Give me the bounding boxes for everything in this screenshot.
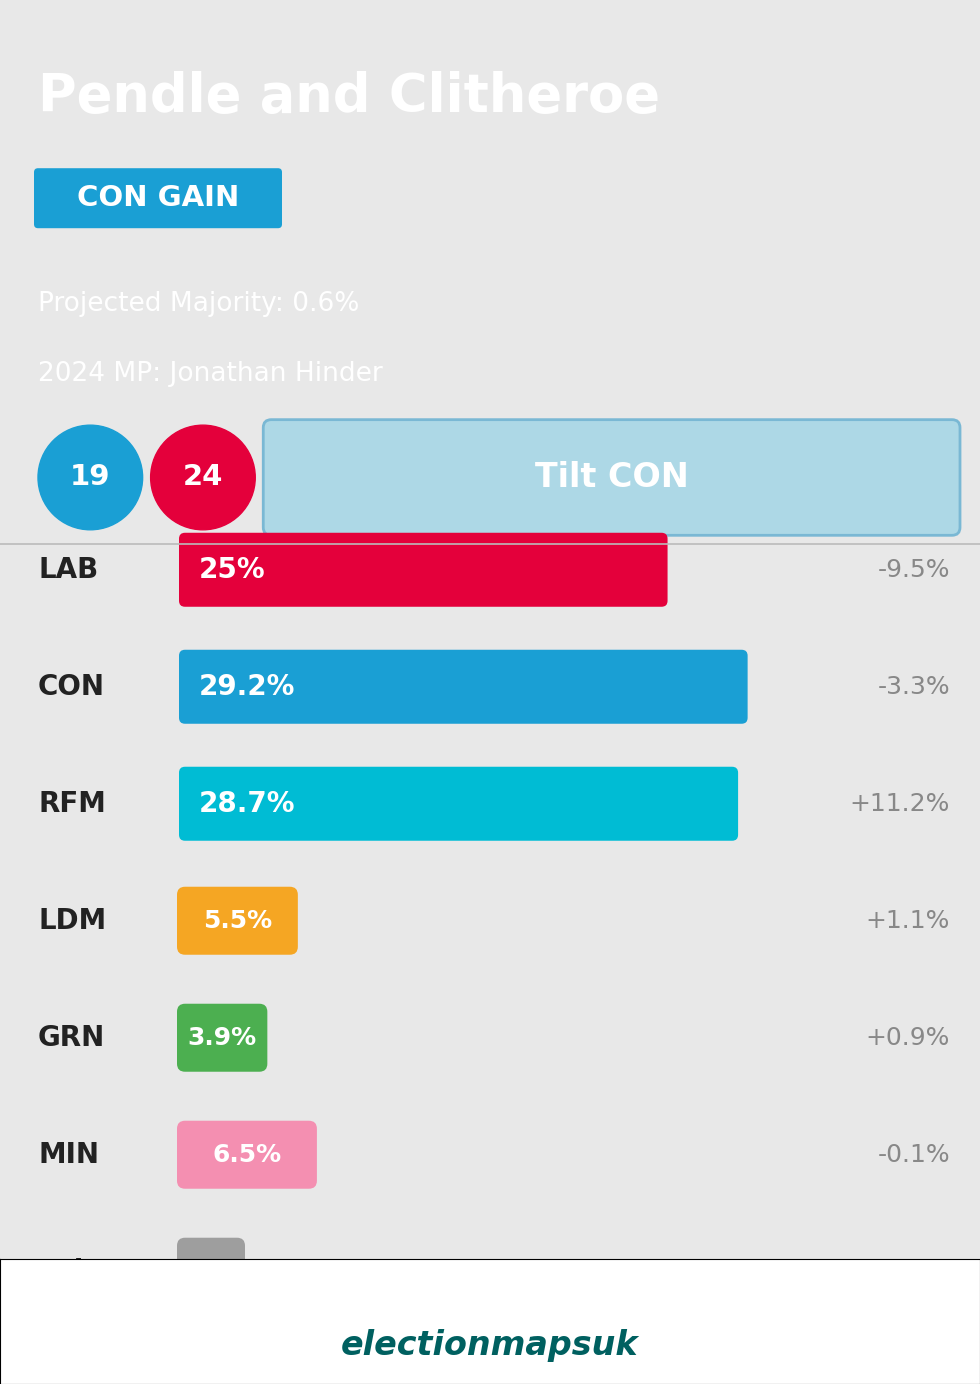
FancyBboxPatch shape bbox=[179, 649, 748, 724]
FancyBboxPatch shape bbox=[179, 767, 738, 840]
Text: 25%: 25% bbox=[199, 556, 266, 584]
Text: +1.1%: +1.1% bbox=[865, 909, 950, 933]
Text: -0.2%: -0.2% bbox=[877, 1259, 950, 1284]
Text: 3.9%: 3.9% bbox=[187, 1026, 257, 1049]
Text: LDM: LDM bbox=[38, 907, 106, 934]
Text: +0.9%: +0.9% bbox=[865, 1026, 950, 1049]
Text: 29.2%: 29.2% bbox=[199, 673, 295, 700]
Text: +11.2%: +11.2% bbox=[850, 792, 950, 815]
Text: Projected Majority: 0.6%: Projected Majority: 0.6% bbox=[38, 291, 360, 317]
Text: 19: 19 bbox=[70, 464, 111, 491]
FancyBboxPatch shape bbox=[177, 1237, 245, 1305]
Text: -0.1%: -0.1% bbox=[877, 1143, 950, 1167]
Text: CON: CON bbox=[38, 673, 105, 700]
Text: 2024 MP: Jonathan Hinder: 2024 MP: Jonathan Hinder bbox=[38, 361, 383, 388]
Text: 28.7%: 28.7% bbox=[199, 790, 296, 818]
Text: -9.5%: -9.5% bbox=[877, 558, 950, 581]
Text: RFM: RFM bbox=[38, 790, 106, 818]
FancyBboxPatch shape bbox=[264, 419, 960, 536]
FancyBboxPatch shape bbox=[177, 887, 298, 955]
FancyBboxPatch shape bbox=[179, 533, 667, 606]
Text: CON GAIN: CON GAIN bbox=[76, 184, 239, 212]
Text: -3.3%: -3.3% bbox=[877, 675, 950, 699]
Text: MIN: MIN bbox=[38, 1140, 99, 1168]
Text: 5.5%: 5.5% bbox=[203, 909, 272, 933]
Text: 1.2%: 1.2% bbox=[176, 1259, 246, 1284]
Text: Pendle and Clitheroe: Pendle and Clitheroe bbox=[38, 71, 660, 123]
Text: Tilt CON: Tilt CON bbox=[535, 461, 689, 494]
Text: Oth: Oth bbox=[38, 1258, 94, 1286]
FancyBboxPatch shape bbox=[34, 169, 282, 228]
Text: electionmapsuk: electionmapsuk bbox=[341, 1330, 639, 1362]
Circle shape bbox=[151, 425, 255, 530]
Circle shape bbox=[38, 425, 143, 530]
Text: 24: 24 bbox=[182, 464, 223, 491]
Text: 6.5%: 6.5% bbox=[213, 1143, 281, 1167]
FancyBboxPatch shape bbox=[177, 1003, 268, 1071]
Text: GRN: GRN bbox=[38, 1024, 105, 1052]
Text: LAB: LAB bbox=[38, 556, 98, 584]
FancyBboxPatch shape bbox=[177, 1121, 317, 1189]
